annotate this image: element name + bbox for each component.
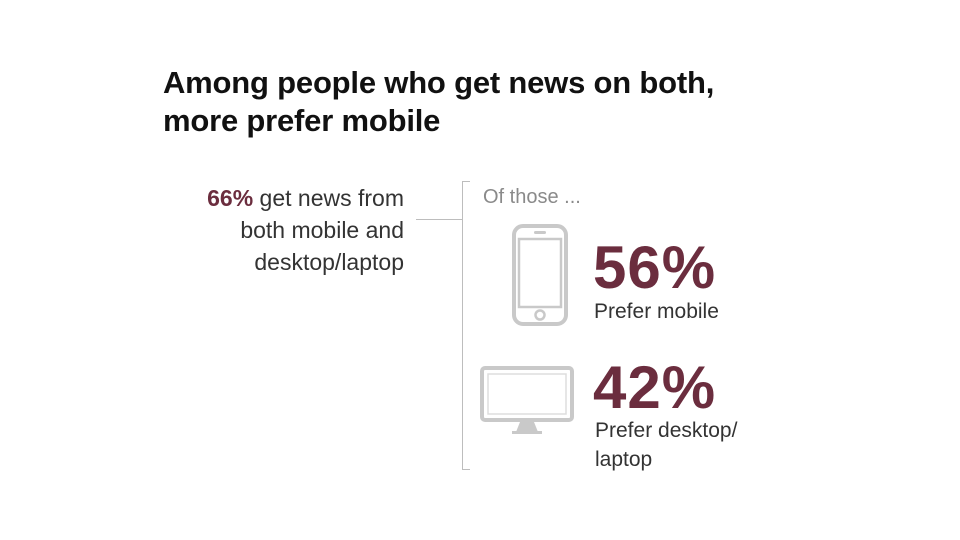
bracket-line [462, 181, 470, 470]
intro-text: 66% get news from both mobile and desktop/… [207, 182, 404, 278]
desktop-monitor-icon [480, 366, 574, 434]
smartphone-icon [512, 224, 568, 326]
connector-line [416, 219, 463, 220]
chart-title: Among people who get news on both, more p… [163, 65, 715, 138]
of-those-label: Of those ... [483, 186, 581, 208]
stat-label-desktop: Prefer desktop/laptop [595, 419, 738, 471]
stat-value-desktop: 42% [593, 354, 717, 421]
stat-label-mobile: Prefer mobile [594, 300, 719, 323]
stat-value-mobile: 56% [593, 234, 717, 301]
intro-description: get news from both mobile and desktop/lapt… [240, 185, 404, 275]
intro-percent: 66% [207, 185, 254, 211]
